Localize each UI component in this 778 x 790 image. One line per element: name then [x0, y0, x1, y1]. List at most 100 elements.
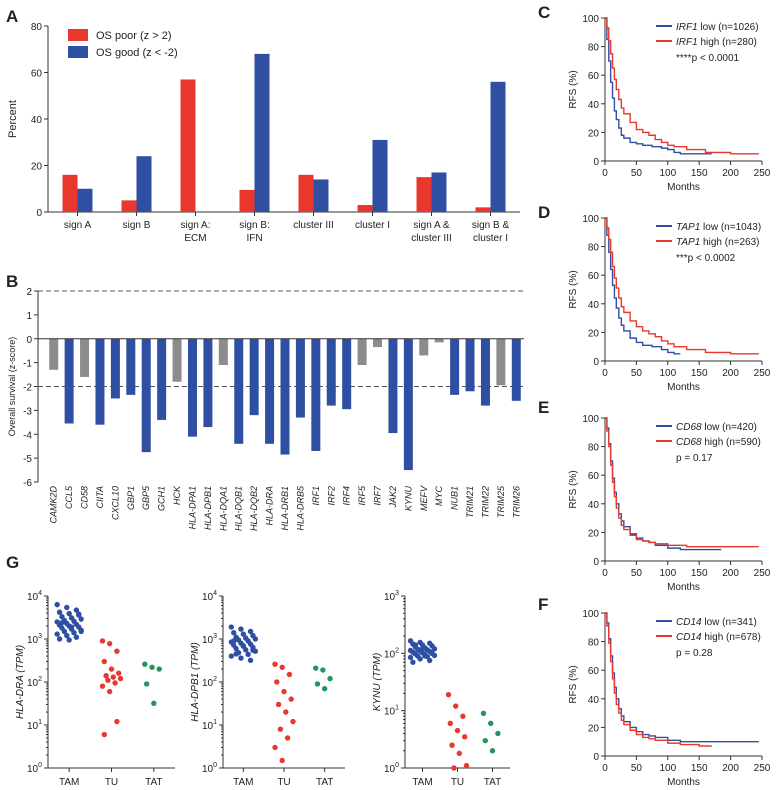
- x-tick-label: 50: [631, 168, 643, 179]
- data-point-tam: [238, 655, 244, 661]
- data-point-tat: [480, 710, 487, 716]
- y-axis-label: Percent: [7, 100, 19, 138]
- y-tick-label: 0: [593, 752, 599, 763]
- bar-irf2: [326, 338, 336, 406]
- y-axis-label: Overall survival (z-score): [7, 337, 17, 437]
- bar-os-good: [372, 139, 388, 212]
- data-point-tam: [247, 657, 254, 663]
- x-tick-label: 50: [631, 568, 643, 579]
- tick-base: 10: [202, 592, 214, 603]
- data-point-tu: [114, 718, 120, 725]
- tick-exponent: 2: [213, 676, 217, 683]
- bar-hla-drb5: [295, 338, 305, 418]
- data-point-tam: [66, 637, 72, 643]
- tick-base: 10: [27, 764, 39, 775]
- x-tick-label: TAT: [316, 777, 333, 788]
- x-tick-label: 0: [602, 763, 608, 774]
- tick-exponent: 1: [213, 719, 217, 726]
- y-tick-label: -2: [23, 383, 32, 394]
- legend-count: high (n=280): [698, 37, 757, 48]
- bar-os-poor: [416, 177, 432, 212]
- y-tick-label: 80: [588, 443, 600, 454]
- data-point-tu: [101, 658, 108, 665]
- panel-letter-D: D: [538, 203, 550, 222]
- tick-base: 10: [202, 721, 214, 732]
- data-point-tam: [64, 632, 70, 639]
- tick-exponent: 0: [38, 762, 42, 769]
- y-tick-label: 40: [31, 115, 43, 126]
- data-point-tat: [489, 748, 496, 754]
- data-point-tam: [250, 647, 256, 653]
- gene-label: TRIM21: [465, 486, 475, 518]
- y-tick-label: 40: [588, 100, 600, 111]
- legend-gene: CD68: [676, 422, 702, 433]
- data-point-tu: [462, 734, 468, 740]
- km-panel-f: 0 20 40 60 80 100 0 50 100 150 200 250 Months RFS (%)…: [568, 609, 771, 788]
- gene-label: MEFV: [419, 485, 429, 511]
- legend-gene: TAP1: [676, 237, 700, 248]
- data-point-tat: [482, 737, 488, 744]
- data-point-tam: [66, 610, 72, 617]
- y-tick-label: 100: [582, 214, 599, 225]
- bar-os-good: [313, 179, 329, 212]
- gene-label: HLA-DRB5: [295, 485, 305, 531]
- x-tick-label: TAM: [59, 777, 79, 788]
- gene-label: HLA-DQB2: [249, 486, 259, 531]
- bar-gbp5: [141, 338, 151, 453]
- data-point-tam: [54, 631, 60, 637]
- gene-label: GBP5: [141, 485, 151, 510]
- tick-exponent: 1: [38, 719, 42, 726]
- tick-base: 10: [384, 707, 396, 718]
- tick-base: 10: [202, 635, 214, 646]
- bar-trim22: [480, 338, 490, 406]
- gene-label: GCH1: [157, 486, 167, 511]
- bar-os-good: [431, 172, 447, 212]
- data-point-tam: [417, 656, 423, 662]
- gene-label: CXCL10: [110, 486, 120, 520]
- y-tick-label: 0: [593, 357, 599, 368]
- data-point-tu: [453, 703, 459, 709]
- gene-label: HLA-DRB1: [280, 486, 290, 531]
- bar-cxcl10: [110, 338, 120, 399]
- tick-exponent: 3: [395, 590, 399, 597]
- y-tick-label: 0: [36, 208, 42, 219]
- panel-a-bar-chart: 0 20 40 60 80 Percent sign A sign B sign A: ECM si…: [7, 22, 520, 244]
- y-tick-label: 60: [588, 666, 600, 677]
- gene-label: IRF7: [373, 485, 383, 505]
- bar-jak2: [388, 338, 398, 434]
- data-point-tam: [427, 657, 433, 664]
- gene-label: IRF1: [311, 486, 321, 506]
- data-point-tam: [243, 647, 249, 653]
- tick-exponent: 1: [395, 705, 399, 712]
- y-tick-label: 0: [593, 157, 599, 168]
- data-point-tam: [252, 636, 259, 642]
- x-tick-label: 100: [659, 568, 676, 579]
- x-tick-label: cluster I: [473, 233, 508, 244]
- x-tick-label: cluster III: [293, 220, 334, 231]
- panel-letter-A: A: [6, 7, 18, 26]
- y-tick-label: 80: [588, 638, 600, 649]
- data-point-tam: [407, 654, 414, 661]
- x-tick-label: cluster I: [355, 220, 390, 231]
- data-point-tu: [286, 671, 293, 678]
- x-tick-label: sign B &: [472, 220, 510, 231]
- y-tick-label: 104: [27, 590, 42, 603]
- km-curve-low: [605, 17, 712, 155]
- data-point-tu: [107, 688, 113, 695]
- x-tick-label: 250: [754, 568, 771, 579]
- x-tick-label: 0: [602, 168, 608, 179]
- x-tick-label: 100: [659, 368, 676, 379]
- x-axis-label: Months: [667, 582, 700, 593]
- bar-trim21: [465, 338, 475, 392]
- x-tick-label: 200: [722, 568, 739, 579]
- data-point-tu: [281, 688, 287, 695]
- bar-os-good: [77, 188, 93, 212]
- tick-exponent: 4: [38, 590, 42, 597]
- km-curve-high: [605, 217, 759, 355]
- gene-label: JAK2: [388, 486, 398, 509]
- x-tick-label: sign A: [64, 220, 92, 231]
- gene-label: IRF4: [342, 486, 352, 506]
- y-axis-label: RFS (%): [568, 470, 579, 508]
